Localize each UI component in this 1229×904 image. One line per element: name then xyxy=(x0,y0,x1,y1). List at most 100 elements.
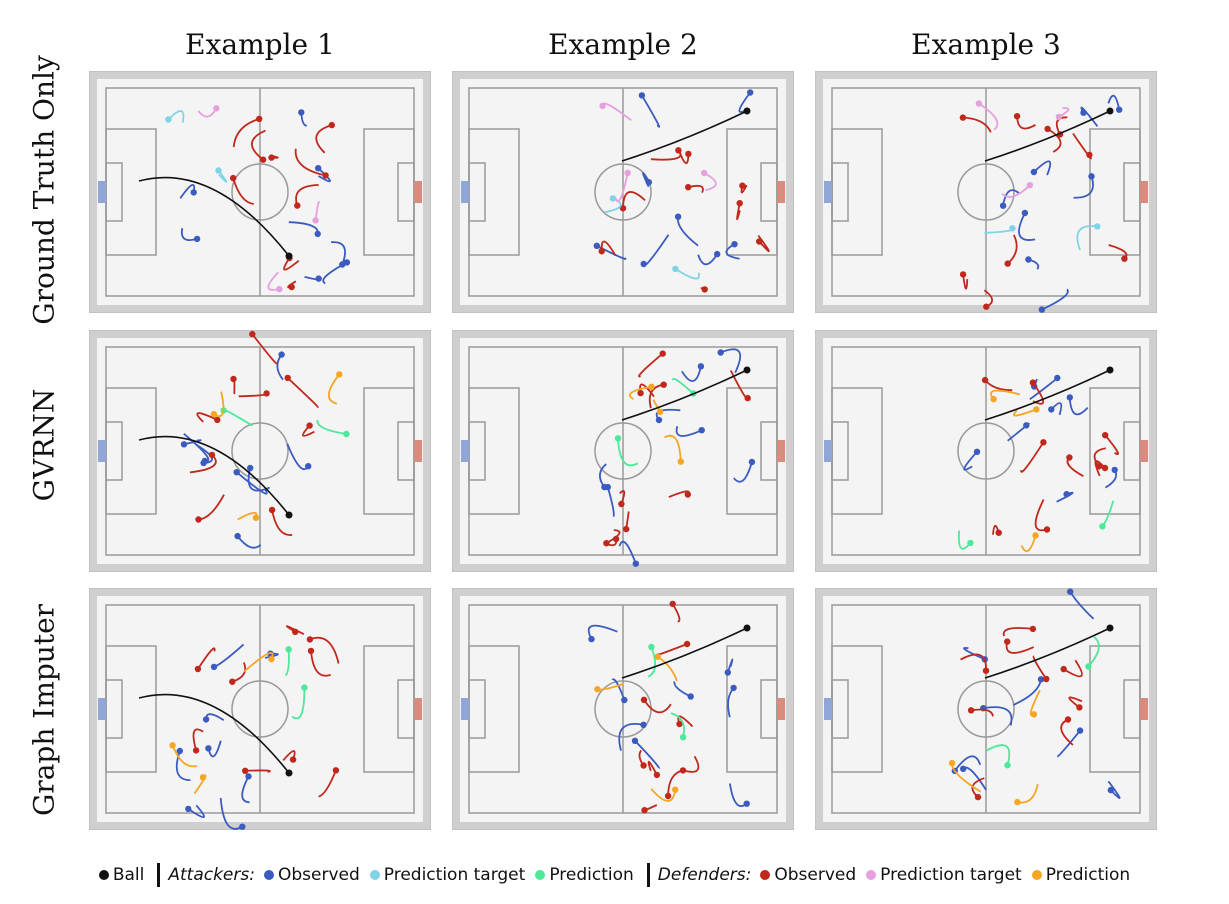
defender-trajectory xyxy=(302,424,315,437)
defender-prediction-trajectory xyxy=(171,744,198,768)
legend-attacker-observed-label: Observed xyxy=(277,865,360,885)
defender-trajectory xyxy=(251,129,266,161)
pitch-panel xyxy=(814,70,1158,317)
defender-marker xyxy=(1040,439,1047,446)
defender-trajectory xyxy=(647,760,658,776)
attacker-prediction-dot-icon xyxy=(535,870,546,880)
pitch-svg xyxy=(814,70,1158,314)
attacker-trajectory xyxy=(1107,780,1121,799)
defender-prediction-marker xyxy=(268,655,275,663)
defender-trajectory xyxy=(962,116,992,133)
defender-trajectory xyxy=(251,333,279,365)
attacker-trajectory xyxy=(697,253,718,266)
defender-trajectory xyxy=(245,769,271,773)
legend-attacker-observed: Observed xyxy=(263,865,360,885)
left-goal xyxy=(824,698,832,720)
ball-marker xyxy=(1106,107,1114,115)
attacker-target-marker xyxy=(165,116,172,123)
defender-trajectory xyxy=(283,257,300,271)
attacker-marker xyxy=(604,483,611,491)
attacker-marker xyxy=(278,351,285,358)
ball-trajectory xyxy=(621,369,748,421)
defender-marker xyxy=(292,628,299,635)
attacker-trajectory xyxy=(1018,212,1036,241)
defender-prediction-marker xyxy=(677,458,684,465)
attacker-marker xyxy=(180,441,188,448)
defender-prediction-marker xyxy=(336,371,343,378)
attacker-target-marker xyxy=(1009,225,1016,232)
defender-marker xyxy=(669,600,676,608)
defender-trajectory xyxy=(682,755,700,773)
attacker-prediction-marker xyxy=(1099,523,1106,530)
ball-marker xyxy=(1106,624,1114,632)
attacker-prediction-marker xyxy=(967,539,974,547)
ball-marker xyxy=(1106,366,1114,374)
attacker-marker xyxy=(190,189,197,196)
attacker-marker xyxy=(1030,168,1038,176)
attacker-marker xyxy=(315,165,322,172)
attacker-marker xyxy=(621,696,628,704)
right-goal xyxy=(777,440,785,462)
defender-trajectory xyxy=(962,274,969,290)
defender-target-marker xyxy=(701,169,708,177)
defender-marker xyxy=(1044,125,1051,133)
ball-marker xyxy=(285,252,293,260)
defender-marker xyxy=(249,330,256,338)
attacker-trajectory xyxy=(606,486,615,517)
center-circle xyxy=(231,163,289,221)
defender-trajectory xyxy=(285,625,305,636)
attacker-target-dot-icon xyxy=(369,870,380,880)
attacker-marker xyxy=(202,716,210,723)
defender-prediction-marker xyxy=(656,408,664,415)
attacker-marker xyxy=(730,684,737,692)
attacker-marker xyxy=(1021,209,1029,217)
legend-ball: Ball xyxy=(98,865,144,885)
attacker-trajectory xyxy=(675,426,703,437)
pitch-svg xyxy=(451,329,795,573)
defender-prediction-marker xyxy=(252,514,260,521)
defender-marker xyxy=(974,793,982,801)
center-circle xyxy=(957,422,1015,480)
defender-marker xyxy=(676,720,683,728)
defender-marker xyxy=(306,636,314,643)
defender-marker xyxy=(598,248,605,255)
attacker-marker xyxy=(201,457,208,465)
attacker-marker xyxy=(743,800,750,807)
center-circle xyxy=(957,163,1015,221)
attacker-trajectory xyxy=(587,624,618,640)
attacker-marker xyxy=(1116,106,1123,113)
defender-trajectory xyxy=(736,203,741,220)
legend-defenders-label: Defenders: xyxy=(657,865,752,885)
defender-target-dot-icon xyxy=(866,870,877,880)
attacker-marker xyxy=(343,259,351,266)
attacker-marker xyxy=(714,250,721,258)
col-title-1: Example 1 xyxy=(185,28,335,61)
attacker-trajectory xyxy=(618,540,637,565)
attacker-trajectory xyxy=(611,678,626,701)
left-goal xyxy=(824,181,832,203)
defender-marker xyxy=(230,174,237,182)
defender-marker xyxy=(653,771,661,779)
defender-marker xyxy=(332,767,340,774)
pitch-panel xyxy=(88,70,432,317)
defender-trajectory xyxy=(1020,441,1045,473)
defender-trajectory xyxy=(196,412,218,423)
attacker-trajectory xyxy=(322,261,348,285)
attacker-target-trajectory xyxy=(1076,225,1098,251)
attacker-target-trajectory xyxy=(674,268,700,280)
attacker-trajectory xyxy=(183,439,202,446)
pitch-svg xyxy=(814,587,1158,831)
attacker-marker xyxy=(315,275,322,282)
attacker-target-marker xyxy=(672,265,679,273)
pitch-svg xyxy=(814,329,1158,573)
attacker-trajectory xyxy=(1107,94,1121,110)
defender-marker xyxy=(263,390,270,397)
defender-marker xyxy=(959,271,967,278)
ball-dot-icon xyxy=(98,870,109,880)
defender-marker xyxy=(684,491,691,498)
defender-prediction-trajectory xyxy=(1020,535,1037,553)
defender-trajectory xyxy=(192,728,204,751)
defender-prediction-trajectory xyxy=(1012,408,1037,417)
defender-trajectory xyxy=(232,177,254,205)
defender-marker xyxy=(659,350,666,357)
